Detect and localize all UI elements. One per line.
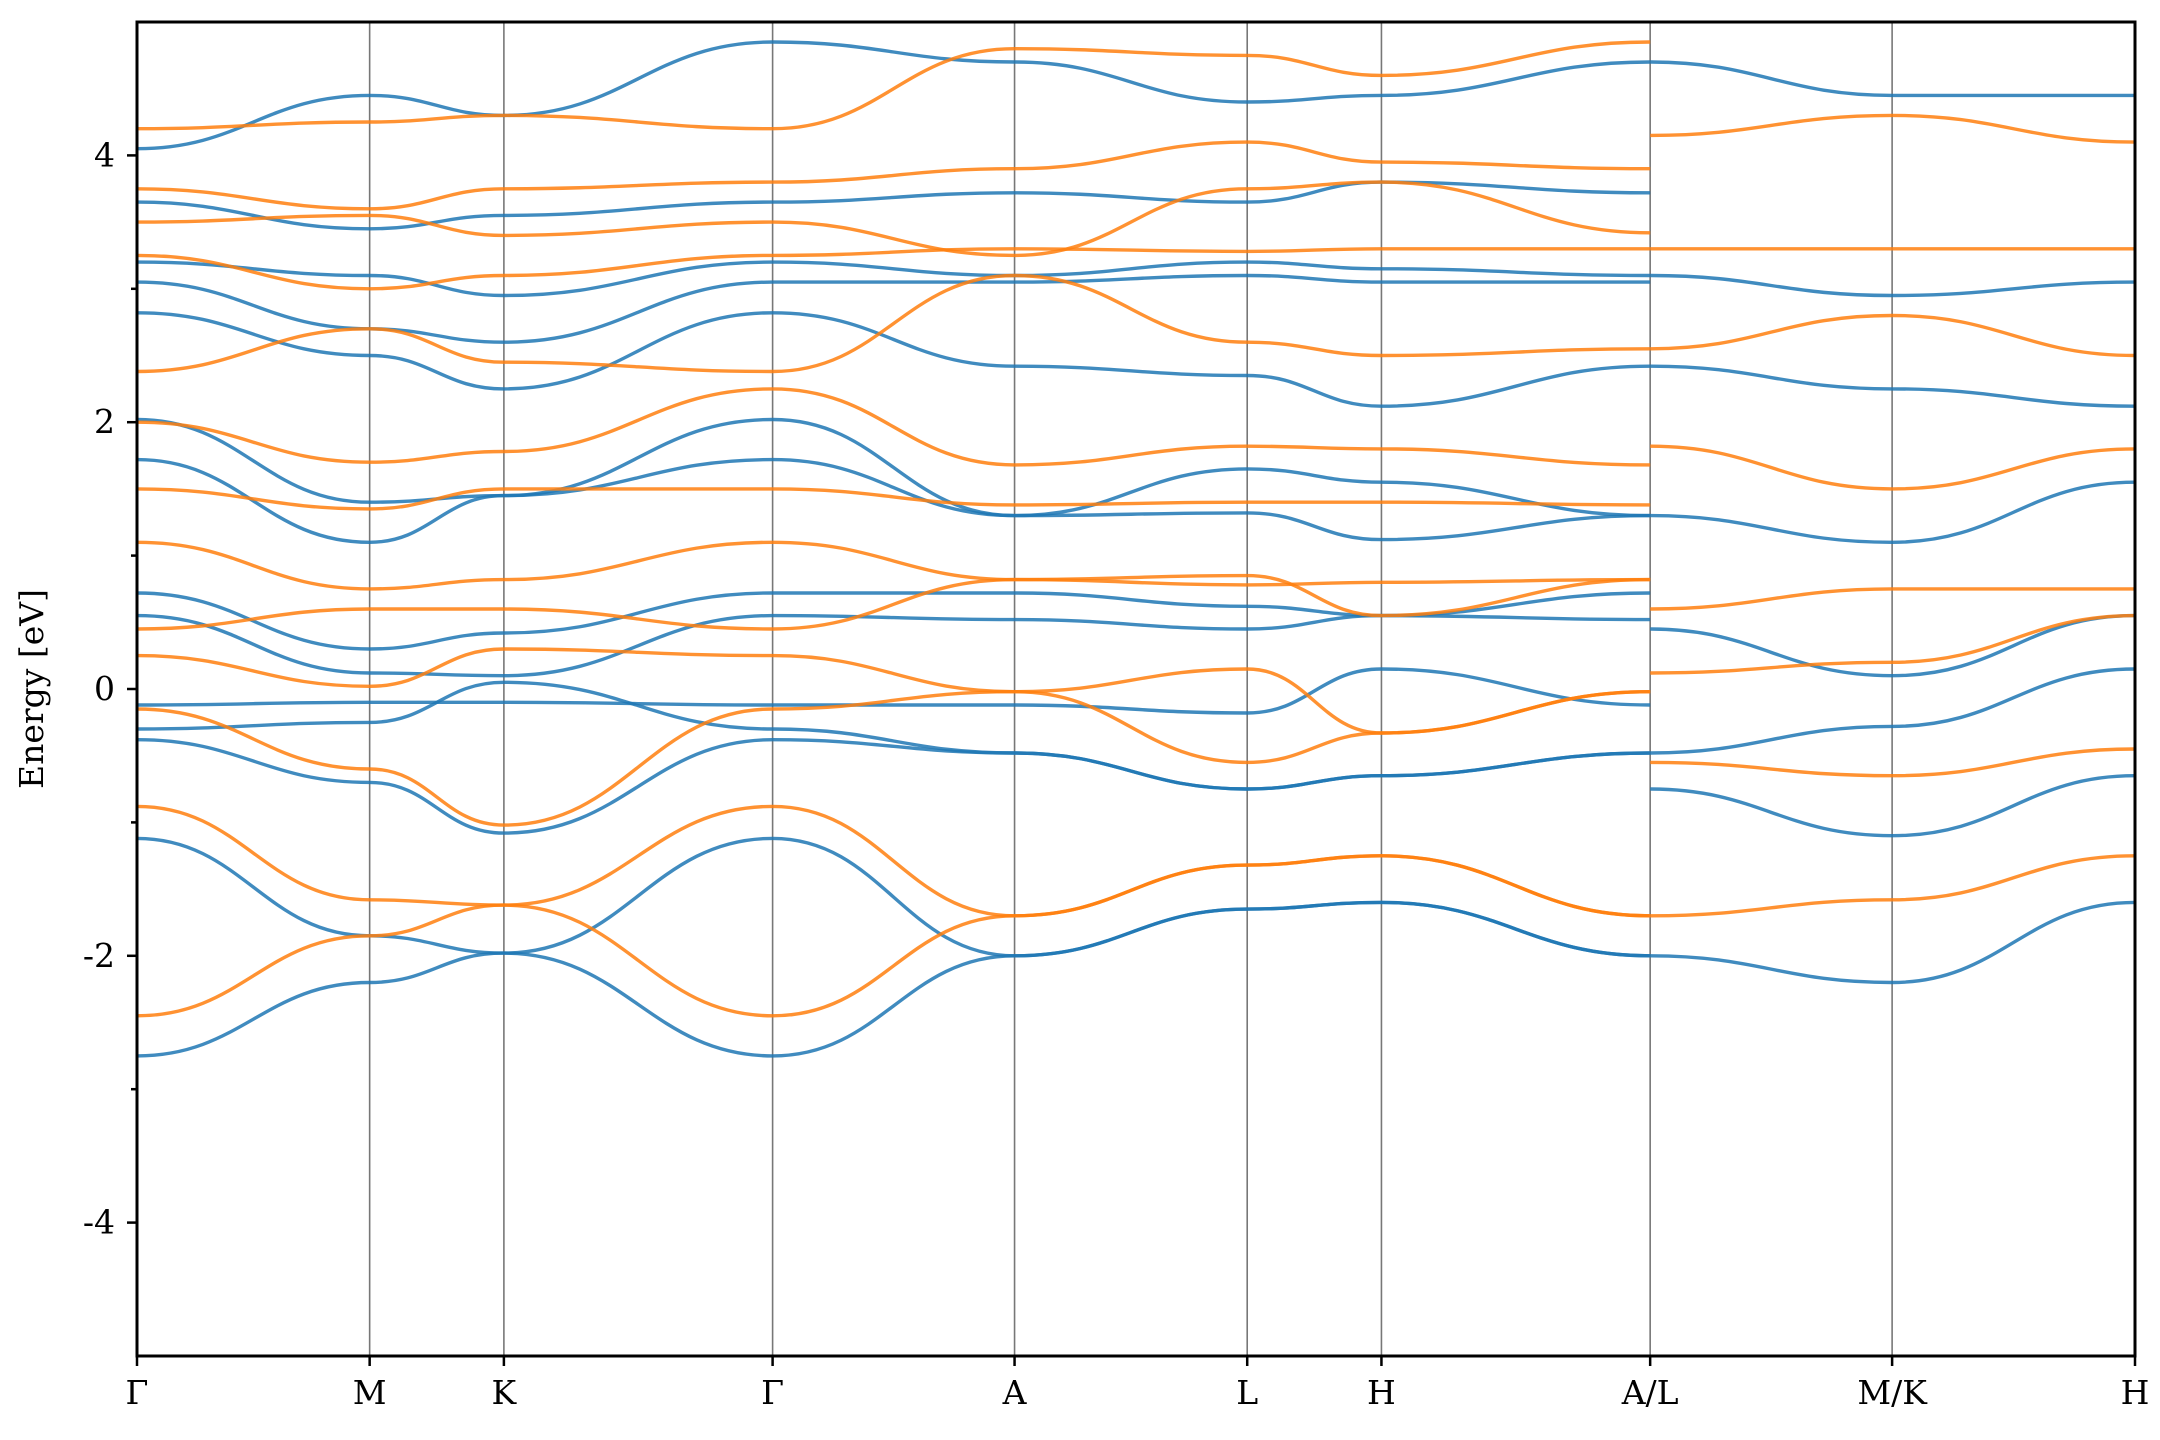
band-line bbox=[137, 311, 1651, 408]
high-symmetry-lines bbox=[368, 22, 1893, 1356]
band-line bbox=[137, 804, 1651, 918]
band-line bbox=[1650, 273, 2135, 298]
x-tick-label: A/L bbox=[1621, 1373, 1679, 1412]
band-line bbox=[137, 647, 1651, 735]
y-tick-label: 0 bbox=[94, 669, 115, 708]
y-tick-label: 2 bbox=[94, 402, 115, 441]
band-line bbox=[1650, 747, 2135, 778]
x-tick-label: L bbox=[1236, 1373, 1258, 1412]
plot-area bbox=[137, 22, 2135, 1356]
band-line bbox=[137, 40, 1651, 131]
band-line bbox=[137, 680, 1651, 791]
y-tick-label: -4 bbox=[83, 1203, 115, 1242]
band-line bbox=[137, 457, 1651, 545]
band-line bbox=[1650, 587, 2135, 611]
x-tick-label: H bbox=[2121, 1373, 2150, 1412]
x-tick-label: K bbox=[492, 1373, 518, 1412]
band-line bbox=[137, 487, 1651, 511]
x-tick-label: Γ bbox=[126, 1373, 149, 1412]
band-line bbox=[1650, 113, 2135, 144]
band-line bbox=[137, 417, 1651, 518]
band-line bbox=[1650, 854, 2135, 918]
x-tick-label: M bbox=[353, 1373, 387, 1412]
band-line bbox=[137, 387, 1651, 467]
band-line bbox=[1650, 60, 2135, 98]
x-axis-ticks: Γ M K Γ A L H A/L M/K H bbox=[126, 1356, 2150, 1412]
band-line bbox=[1650, 900, 2135, 985]
band-line bbox=[137, 260, 1651, 298]
band-line bbox=[1650, 613, 2135, 678]
band-line bbox=[1650, 480, 2135, 545]
band-line bbox=[137, 180, 1651, 258]
band-series-2 bbox=[137, 40, 2135, 1018]
band-line bbox=[137, 573, 1651, 631]
band-line bbox=[137, 140, 1651, 211]
band-line bbox=[1650, 444, 2135, 491]
y-axis-title: Energy [eV] bbox=[12, 589, 51, 789]
band-line bbox=[1650, 774, 2135, 838]
band-line bbox=[137, 247, 1651, 291]
x-tick-label: M/K bbox=[1857, 1373, 1928, 1412]
x-tick-label: H bbox=[1367, 1373, 1396, 1412]
band-line bbox=[137, 40, 1651, 151]
band-line bbox=[1650, 364, 2135, 408]
band-line bbox=[1650, 667, 2135, 755]
band-line bbox=[1650, 613, 2135, 675]
y-axis-ticks: -4 -2 0 2 4 bbox=[83, 135, 137, 1242]
band-line bbox=[137, 667, 1651, 715]
x-tick-label: A bbox=[1002, 1373, 1028, 1412]
y-tick-label: 4 bbox=[94, 135, 115, 174]
band-lines bbox=[137, 40, 2135, 1058]
band-series-1 bbox=[137, 40, 2135, 1058]
y-tick-label: -2 bbox=[83, 936, 115, 975]
band-line bbox=[137, 273, 1651, 374]
band-line bbox=[1650, 313, 2135, 358]
band-line bbox=[137, 540, 1651, 591]
x-tick-label: Γ bbox=[761, 1373, 784, 1412]
